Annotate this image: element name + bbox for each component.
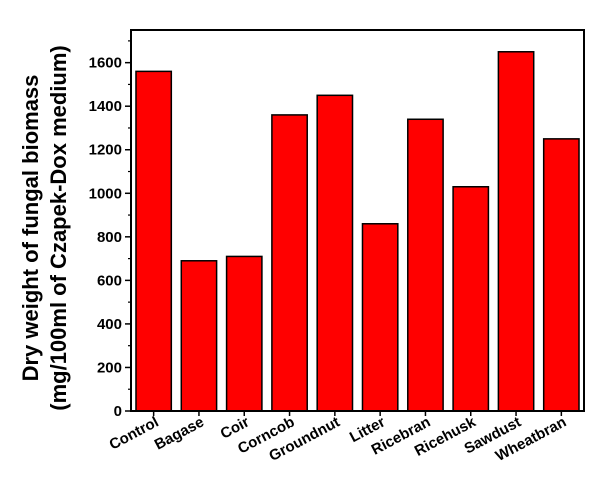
y-axis-label-line1: Dry weight of fungal biomass — [18, 75, 43, 382]
y-tick-label-0: 0 — [114, 403, 122, 420]
bar-ricebran — [407, 118, 444, 412]
bar-litter — [361, 223, 399, 412]
y-axis: 0 200 400 600 800 1000 1200 1400 1600 — [89, 40, 131, 420]
bar-sawdust — [497, 51, 535, 412]
y-tick-label-1000: 1000 — [89, 185, 122, 202]
plot-frame — [130, 29, 585, 412]
y-axis-label-line2: (mg/100ml of Czapek-Dox medium) — [46, 45, 71, 411]
bar-corncob — [271, 114, 308, 412]
y-tick-label-600: 600 — [97, 272, 122, 289]
y-axis-label: Dry weight of fungal biomass (mg/100ml o… — [18, 45, 71, 411]
bar-ricehusk — [452, 186, 490, 412]
y-tick-label-200: 200 — [97, 359, 122, 376]
bar-control — [135, 70, 173, 412]
y-tick-label-1600: 1600 — [89, 55, 122, 72]
y-tick-label-400: 400 — [97, 316, 122, 333]
x-tick-label-bagase: Bagase — [152, 414, 207, 454]
y-tick-label-1400: 1400 — [89, 98, 122, 115]
y-tick-label-800: 800 — [97, 229, 122, 246]
bar-wheatbran — [542, 138, 580, 412]
bar-bagase — [180, 260, 218, 412]
bar-coir — [225, 255, 263, 412]
y-tick-label-1200: 1200 — [89, 142, 122, 159]
bar-groundnut — [316, 94, 354, 412]
bars — [135, 51, 580, 412]
